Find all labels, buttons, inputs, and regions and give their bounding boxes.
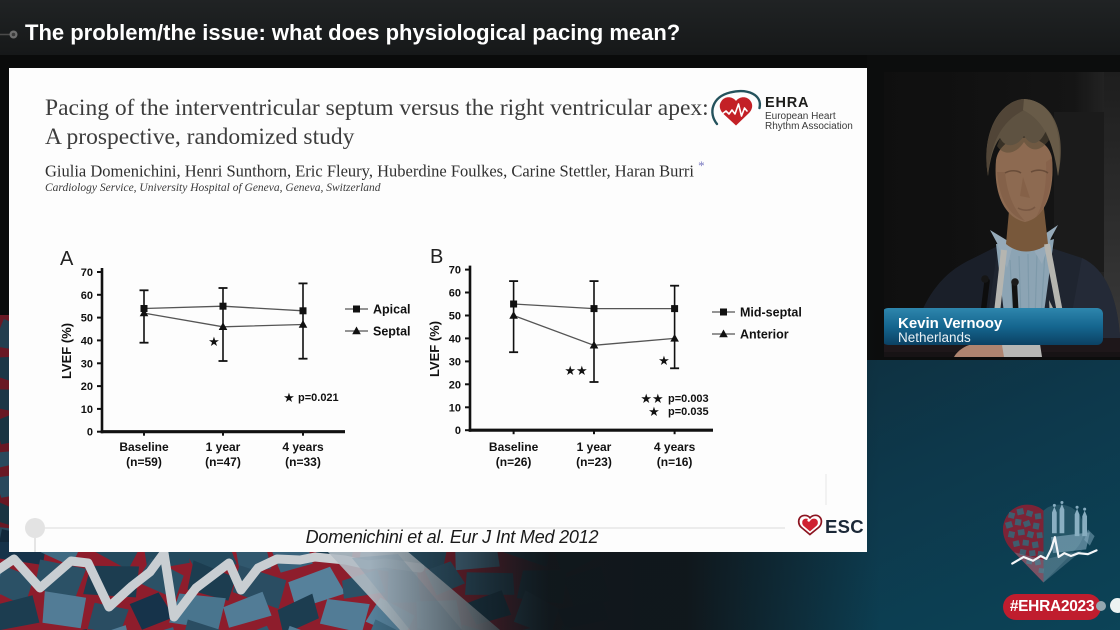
svg-text:Anterior: Anterior (740, 328, 789, 342)
svg-text:EHRA: EHRA (765, 95, 809, 111)
svg-text:60: 60 (81, 290, 93, 302)
svg-text:40: 40 (81, 335, 93, 347)
svg-text:(n=26): (n=26) (496, 455, 532, 469)
svg-text:★★: ★★ (564, 363, 587, 378)
svg-text:4 years: 4 years (654, 440, 696, 454)
svg-text:★: ★ (648, 404, 660, 419)
svg-text:ESC: ESC (825, 516, 864, 537)
svg-text:(n=23): (n=23) (576, 455, 612, 469)
svg-text:p=0.021: p=0.021 (298, 392, 339, 404)
svg-text:(n=59): (n=59) (126, 455, 162, 469)
svg-text:A: A (60, 248, 74, 270)
svg-text:70: 70 (81, 267, 93, 279)
svg-text:10: 10 (449, 402, 461, 414)
svg-text:0: 0 (87, 427, 93, 439)
svg-text:★: ★ (658, 353, 670, 368)
svg-text:1 year: 1 year (206, 440, 241, 454)
svg-text:70: 70 (449, 265, 461, 277)
svg-text:(n=16): (n=16) (657, 455, 693, 469)
svg-text:Baseline: Baseline (119, 440, 169, 454)
svg-text:European Heart: European Heart (765, 111, 836, 122)
svg-text:40: 40 (449, 333, 461, 345)
svg-text:0: 0 (455, 425, 461, 437)
svg-text:20: 20 (449, 379, 461, 391)
svg-text:50: 50 (449, 311, 461, 323)
svg-text:Mid-septal: Mid-septal (740, 306, 802, 320)
svg-text:30: 30 (81, 358, 93, 370)
svg-text:30: 30 (449, 356, 461, 368)
svg-text:50: 50 (81, 313, 93, 325)
svg-text:B: B (430, 246, 443, 268)
svg-text:★: ★ (208, 334, 220, 349)
svg-text:LVEF (%): LVEF (%) (427, 321, 442, 377)
svg-text:60: 60 (449, 288, 461, 300)
svg-text:Rhythm Association: Rhythm Association (765, 121, 853, 132)
svg-text:4 years: 4 years (282, 440, 324, 454)
svg-text:p=0.003: p=0.003 (668, 393, 709, 405)
svg-text:Apical: Apical (373, 303, 411, 317)
svg-text:1 year: 1 year (577, 440, 612, 454)
svg-text:(n=33): (n=33) (285, 455, 321, 469)
svg-text:★: ★ (283, 390, 295, 405)
svg-text:20: 20 (81, 381, 93, 393)
svg-text:LVEF (%): LVEF (%) (59, 323, 74, 379)
svg-text:p=0.035: p=0.035 (668, 406, 709, 418)
svg-text:10: 10 (81, 404, 93, 416)
svg-text:Baseline: Baseline (489, 440, 539, 454)
svg-text:(n=47): (n=47) (205, 455, 241, 469)
svg-text:Septal: Septal (373, 325, 411, 339)
svg-text:★★: ★★ (640, 391, 663, 406)
